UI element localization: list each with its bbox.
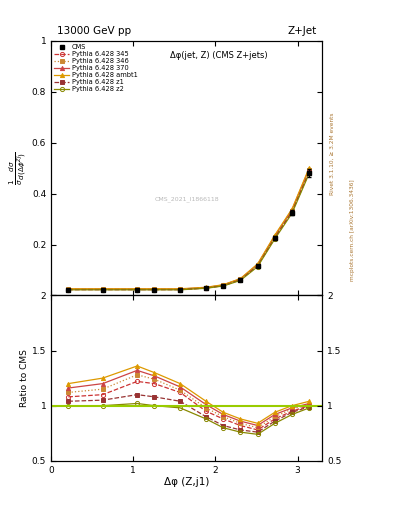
Pythia 6.428 345 (66, 287, 71, 293)
Pythia 6.428 345 (238, 276, 243, 283)
Text: CMS_2021_I1866118: CMS_2021_I1866118 (154, 196, 219, 202)
Pythia 6.428 370 (272, 233, 277, 239)
Pythia 6.428 ambt1 (100, 286, 105, 292)
Pythia 6.428 z1 (307, 169, 312, 175)
Pythia 6.428 346 (178, 286, 182, 292)
Pythia 6.428 370 (204, 285, 208, 291)
Pythia 6.428 z1 (221, 283, 226, 289)
Text: Δφ(jet, Z) (CMS Z+jets): Δφ(jet, Z) (CMS Z+jets) (171, 51, 268, 60)
Pythia 6.428 370 (66, 286, 71, 292)
Pythia 6.428 z1 (290, 209, 294, 215)
Pythia 6.428 z1 (178, 287, 182, 293)
Pythia 6.428 z2 (238, 278, 243, 284)
Pythia 6.428 345 (135, 287, 140, 293)
Pythia 6.428 z1 (272, 235, 277, 241)
Pythia 6.428 z1 (66, 287, 71, 293)
Pythia 6.428 ambt1 (307, 164, 312, 170)
Text: 13000 GeV pp: 13000 GeV pp (57, 26, 130, 36)
Pythia 6.428 370 (307, 165, 312, 172)
Pythia 6.428 345 (152, 287, 157, 293)
Pythia 6.428 z2 (178, 287, 182, 293)
Pythia 6.428 z2 (307, 170, 312, 176)
Pythia 6.428 345 (290, 208, 294, 215)
Line: Pythia 6.428 370: Pythia 6.428 370 (66, 166, 311, 291)
Pythia 6.428 ambt1 (178, 286, 182, 292)
Pythia 6.428 346 (204, 285, 208, 291)
Pythia 6.428 370 (178, 286, 182, 292)
X-axis label: Δφ (Z,j1): Δφ (Z,j1) (164, 477, 209, 487)
Pythia 6.428 345 (221, 283, 226, 289)
Pythia 6.428 ambt1 (152, 286, 157, 292)
Pythia 6.428 346 (152, 286, 157, 292)
Text: Rivet 3.1.10, ≥ 3.2M events: Rivet 3.1.10, ≥ 3.2M events (330, 112, 335, 195)
Pythia 6.428 ambt1 (290, 206, 294, 212)
Pythia 6.428 345 (100, 287, 105, 293)
Y-axis label: Ratio to CMS: Ratio to CMS (20, 349, 29, 407)
Pythia 6.428 z2 (272, 236, 277, 242)
Text: Z+Jet: Z+Jet (288, 26, 317, 36)
Legend: CMS, Pythia 6.428 345, Pythia 6.428 346, Pythia 6.428 370, Pythia 6.428 ambt1, P: CMS, Pythia 6.428 345, Pythia 6.428 346,… (53, 43, 139, 94)
Pythia 6.428 346 (135, 286, 140, 292)
Pythia 6.428 z2 (290, 210, 294, 216)
Pythia 6.428 z2 (204, 285, 208, 291)
Line: Pythia 6.428 z2: Pythia 6.428 z2 (66, 171, 311, 292)
Pythia 6.428 370 (152, 286, 157, 292)
Pythia 6.428 z2 (100, 287, 105, 293)
Line: Pythia 6.428 345: Pythia 6.428 345 (66, 169, 311, 292)
Line: Pythia 6.428 346: Pythia 6.428 346 (66, 168, 311, 291)
Pythia 6.428 346 (290, 207, 294, 214)
Pythia 6.428 ambt1 (238, 275, 243, 282)
Pythia 6.428 370 (238, 276, 243, 282)
Text: mcplots.cern.ch [arXiv:1306.3436]: mcplots.cern.ch [arXiv:1306.3436] (350, 180, 355, 281)
Line: Pythia 6.428 z1: Pythia 6.428 z1 (66, 170, 311, 292)
Pythia 6.428 346 (66, 286, 71, 292)
Pythia 6.428 370 (221, 282, 226, 288)
Pythia 6.428 z1 (238, 277, 243, 283)
Pythia 6.428 345 (255, 262, 260, 268)
Pythia 6.428 z2 (135, 287, 140, 293)
Pythia 6.428 346 (307, 167, 312, 173)
Pythia 6.428 346 (255, 262, 260, 268)
Pythia 6.428 346 (100, 286, 105, 292)
Pythia 6.428 ambt1 (135, 286, 140, 292)
Pythia 6.428 346 (221, 282, 226, 288)
Pythia 6.428 z1 (135, 287, 140, 293)
Pythia 6.428 z1 (255, 263, 260, 269)
Pythia 6.428 z1 (152, 287, 157, 293)
Pythia 6.428 z2 (66, 287, 71, 293)
Pythia 6.428 ambt1 (255, 261, 260, 267)
Y-axis label: $\frac{1}{\sigma}\frac{d\sigma}{d(\Delta\phi^{ZJ})}$: $\frac{1}{\sigma}\frac{d\sigma}{d(\Delta… (8, 152, 29, 185)
Pythia 6.428 346 (238, 276, 243, 283)
Pythia 6.428 z2 (221, 283, 226, 289)
Pythia 6.428 370 (255, 261, 260, 267)
Pythia 6.428 345 (272, 234, 277, 241)
Pythia 6.428 346 (272, 233, 277, 240)
Pythia 6.428 370 (100, 286, 105, 292)
Line: Pythia 6.428 ambt1: Pythia 6.428 ambt1 (66, 165, 311, 291)
Pythia 6.428 z1 (100, 287, 105, 293)
Pythia 6.428 345 (307, 168, 312, 174)
Pythia 6.428 ambt1 (204, 284, 208, 290)
Pythia 6.428 z2 (255, 264, 260, 270)
Pythia 6.428 345 (178, 287, 182, 293)
Pythia 6.428 345 (204, 285, 208, 291)
Pythia 6.428 ambt1 (272, 232, 277, 238)
Pythia 6.428 z2 (152, 287, 157, 293)
Pythia 6.428 ambt1 (66, 286, 71, 292)
Pythia 6.428 370 (135, 286, 140, 292)
Pythia 6.428 ambt1 (221, 282, 226, 288)
Pythia 6.428 370 (290, 206, 294, 212)
Pythia 6.428 z1 (204, 285, 208, 291)
